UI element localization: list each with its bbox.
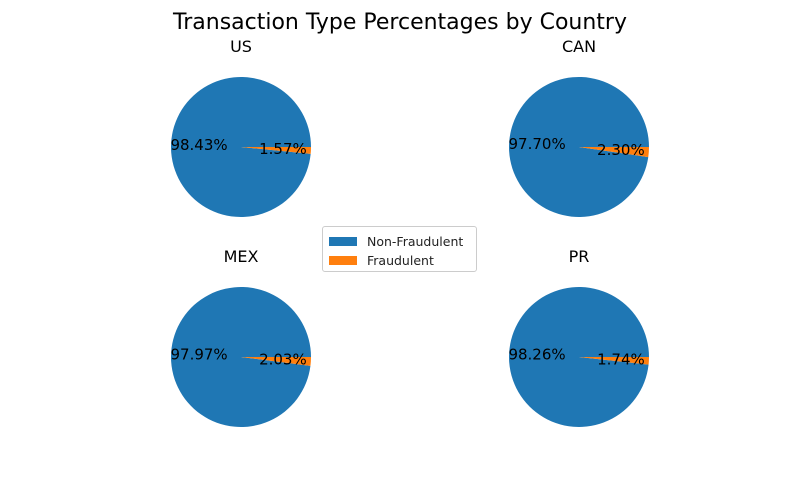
pie-label-us-fraudulent: 1.57%	[259, 140, 307, 158]
pie-title-us: US	[230, 37, 252, 56]
pie-slice-us-non-fraudulent	[171, 77, 311, 218]
pie-can: CAN 97.70% 2.30%	[509, 37, 649, 217]
legend-entry-non-fraudulent: Non-Fraudulent	[329, 232, 470, 250]
pie-label-mex-non-fraudulent: 97.97%	[170, 345, 227, 363]
pie-slice-us-fraudulent	[241, 147, 311, 154]
legend-label-fraudulent: Fraudulent	[367, 252, 434, 268]
pie-grid: US 98.43% 1.57% CAN 97.70% 2.30% MEX 97.97% 2.03…	[170, 37, 649, 427]
pie-slice-can-non-fraudulent	[509, 76, 649, 217]
pie-slice-pr-fraudulent	[579, 357, 649, 365]
pie-slice-can-fraudulent	[579, 147, 649, 158]
pie-label-pr-non-fraudulent: 98.26%	[508, 346, 565, 364]
pie-slice-mex-non-fraudulent	[171, 286, 311, 427]
pie-title-mex: MEX	[224, 247, 259, 266]
pie-label-pr-fraudulent: 1.74%	[597, 350, 645, 368]
pie-pr: PR 98.26% 1.74%	[508, 247, 649, 427]
pie-mex: MEX 97.97% 2.03%	[170, 247, 311, 427]
pie-us: US 98.43% 1.57%	[170, 37, 311, 218]
pie-title-pr: PR	[569, 247, 590, 266]
pie-label-mex-fraudulent: 2.03%	[259, 351, 307, 369]
pie-label-can-fraudulent: 2.30%	[597, 141, 645, 159]
legend-swatch-fraudulent	[329, 255, 357, 265]
pie-slice-pr-non-fraudulent	[509, 286, 649, 427]
legend-label-non-fraudulent: Non-Fraudulent	[367, 233, 464, 249]
legend-swatch-non-fraudulent	[329, 236, 357, 246]
legend-entry-fraudulent: Fraudulent	[329, 251, 470, 269]
chart-title: Transaction Type Percentages by Country	[172, 10, 627, 35]
pie-label-can-non-fraudulent: 97.70%	[509, 135, 566, 153]
legend: Non-Fraudulent Fraudulent	[322, 226, 477, 272]
pie-slice-mex-fraudulent	[241, 357, 311, 366]
pie-label-us-non-fraudulent: 98.43%	[170, 136, 227, 154]
pie-title-can: CAN	[562, 37, 596, 56]
